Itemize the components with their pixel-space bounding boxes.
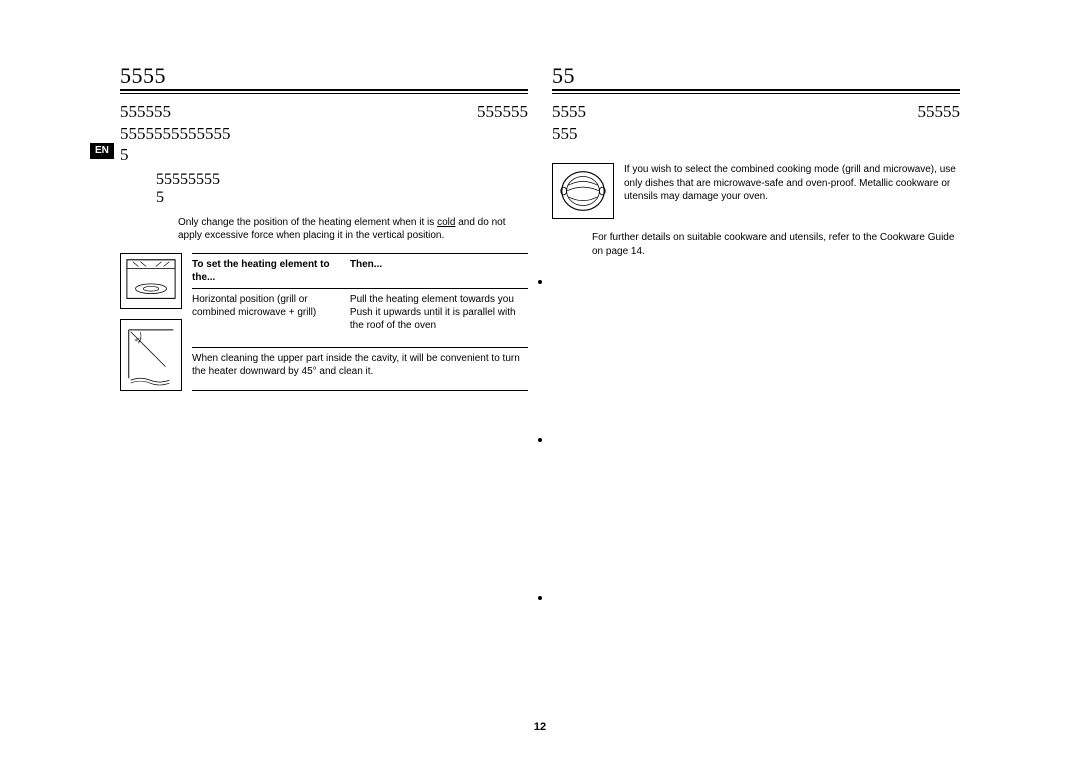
top-rules: 5555 55 xyxy=(120,64,960,94)
language-badge: EN xyxy=(90,143,114,159)
page-number: 12 xyxy=(534,721,546,733)
right-title-a: 5555 xyxy=(552,102,586,122)
left-title-a: 555555 xyxy=(120,102,171,122)
right-title-b: 55555 xyxy=(918,102,961,122)
left-title-b: 555555 xyxy=(477,102,528,122)
right-section-title: 5555 55555 xyxy=(552,102,960,122)
left-column: EN 555555 555555 5555555555555 5 5555555… xyxy=(120,96,528,390)
right-para1: If you wish to select the combined cooki… xyxy=(624,163,960,219)
headline-right: 55 xyxy=(552,64,960,87)
left-title-line3: 5 xyxy=(120,145,528,165)
heating-element-table: To set the heating element to the... The… xyxy=(192,253,528,391)
figure-heater-45: 45° xyxy=(120,319,182,391)
table-header-1: To set the heating element to the... xyxy=(192,253,350,288)
angle-label: 45° xyxy=(135,337,142,343)
left-title-line2: 5555555555555 xyxy=(120,124,528,144)
figure-dish xyxy=(552,163,614,219)
table-header-2: Then... xyxy=(350,253,528,288)
right-title-line2: 555 xyxy=(552,124,960,144)
figure-oven-front xyxy=(120,253,182,309)
table-r1c2: Pull the heating element towards you Pus… xyxy=(350,288,528,347)
column-divider-dots xyxy=(538,280,542,600)
manual-page: 5555 55 EN 555555 555555 5555555555555 5… xyxy=(0,0,1080,763)
right-column: 5555 55555 555 If you wish to se xyxy=(552,96,960,390)
right-para2: For further details on suitable cookware… xyxy=(592,231,960,258)
left-subheader: 55555555 5 xyxy=(156,171,528,208)
table-r1c1: Horizontal position (grill or combined m… xyxy=(192,288,350,347)
table-note: When cleaning the upper part inside the … xyxy=(192,347,528,390)
left-intro: Only change the position of the heating … xyxy=(178,216,528,243)
headline-left: 5555 xyxy=(120,64,528,87)
left-section-title: 555555 555555 xyxy=(120,102,528,122)
